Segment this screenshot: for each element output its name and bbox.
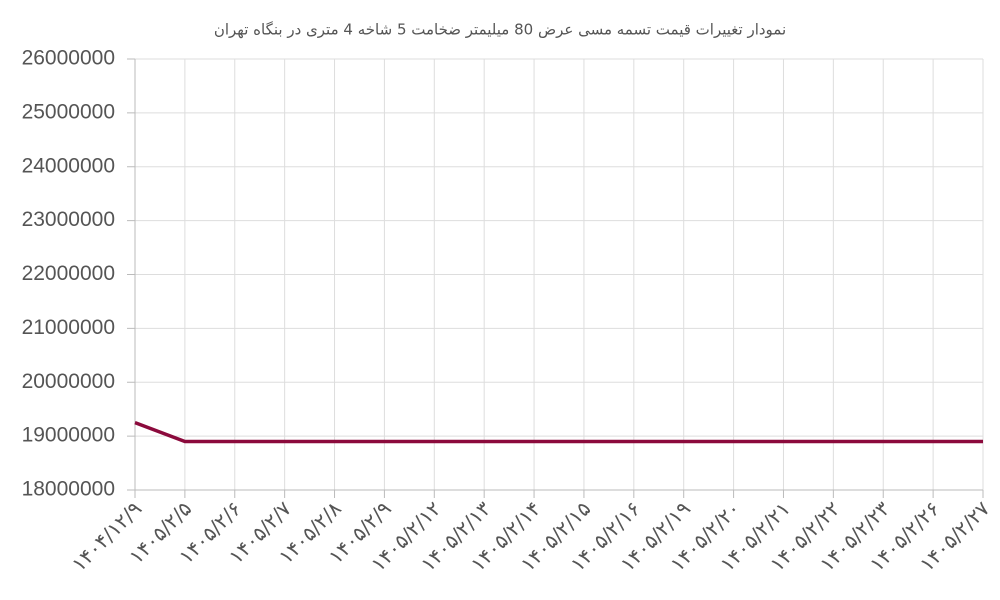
y-tick-label: 23000000 <box>22 208 115 231</box>
y-tick-label: 18000000 <box>22 478 115 501</box>
chart-title: نمودار تغییرات قیمت تسمه مسی عرض 80 میلی… <box>214 21 786 39</box>
y-tick-label: 25000000 <box>22 100 115 123</box>
y-tick-label: 19000000 <box>22 424 115 447</box>
line-series <box>134 421 983 444</box>
y-tick-label: 26000000 <box>22 47 115 70</box>
y-tick-label: 24000000 <box>22 154 115 177</box>
y-tick-label: 21000000 <box>22 316 115 339</box>
y-tick-label: 20000000 <box>22 370 115 393</box>
y-tick-label: 22000000 <box>22 262 115 285</box>
x-tick-label: ۱۴۰۴/۱۲/۹ <box>67 496 147 576</box>
